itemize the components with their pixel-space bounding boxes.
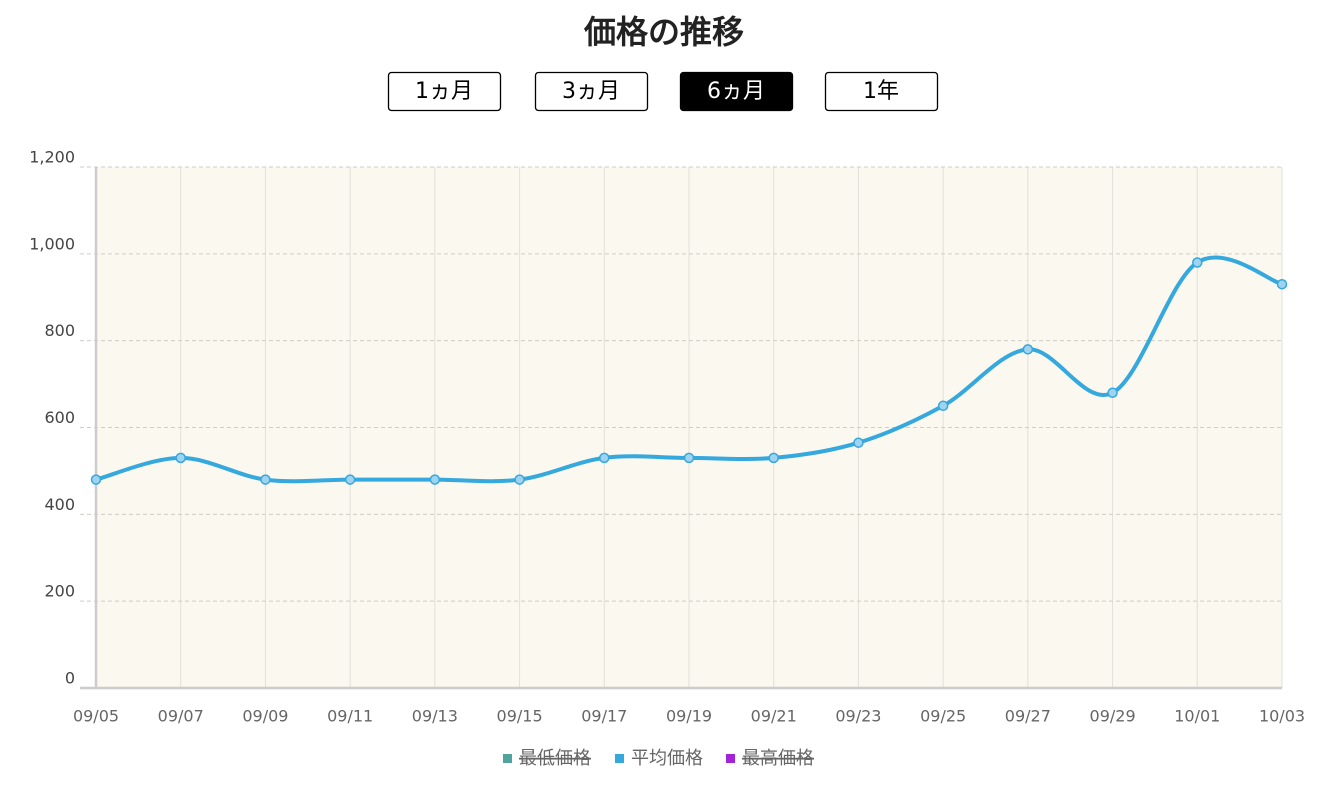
x-tick-label: 09/05 (73, 707, 119, 726)
x-tick-label: 09/09 (242, 707, 288, 726)
legend-label[interactable]: 最高価格 (742, 748, 814, 769)
data-point (768, 452, 779, 464)
range-button-label[interactable]: 1年 (863, 79, 899, 104)
x-tick-label: 09/15 (497, 707, 543, 726)
x-tick-label: 09/25 (920, 707, 966, 726)
y-tick-label: 800 (44, 321, 75, 340)
data-point (90, 474, 102, 485)
x-tick-label: 10/03 (1259, 707, 1305, 726)
x-tick-label: 09/13 (412, 707, 458, 726)
data-point (599, 452, 610, 464)
range-button[interactable] (679, 71, 794, 112)
legend-label[interactable]: 平均価格 (631, 748, 703, 769)
range-button-label[interactable]: 1ヵ月 (415, 79, 473, 104)
x-tick-label: 09/19 (666, 707, 712, 726)
data-point (937, 400, 949, 412)
x-tick-label: 09/23 (835, 707, 881, 726)
range-button[interactable] (534, 71, 649, 112)
data-point (1022, 344, 1034, 355)
x-tick-label: 10/01 (1174, 707, 1220, 726)
data-point (1276, 278, 1288, 290)
data-point (429, 474, 441, 485)
x-tick-label: 09/29 (1090, 707, 1136, 726)
y-tick-label: 600 (44, 408, 75, 427)
range-button[interactable] (824, 71, 939, 112)
data-point (853, 437, 864, 448)
legend-swatch[interactable] (503, 754, 512, 763)
x-tick-label: 09/11 (327, 707, 373, 726)
data-point (175, 452, 186, 464)
legend-swatch[interactable] (726, 754, 735, 763)
y-tick-label: 1,200 (29, 148, 75, 167)
data-point (514, 474, 525, 485)
y-tick-label: 1,000 (29, 234, 75, 253)
y-tick-label: 400 (44, 495, 75, 514)
x-tick-label: 09/21 (751, 707, 797, 726)
y-tick-label: 0 (65, 669, 75, 688)
data-point (344, 474, 356, 485)
range-button-label[interactable]: 3ヵ月 (562, 79, 620, 104)
x-tick-label: 09/07 (158, 707, 204, 726)
range-button[interactable] (387, 71, 502, 112)
legend-label[interactable]: 最低価格 (519, 748, 591, 769)
range-button-label[interactable]: 6ヵ月 (707, 79, 765, 104)
data-point (1192, 257, 1203, 268)
chart-title: 価格の推移 (583, 13, 744, 51)
legend-swatch[interactable] (615, 754, 624, 763)
data-point (683, 452, 695, 464)
x-tick-label: 09/27 (1005, 707, 1051, 726)
data-point (1107, 387, 1118, 399)
x-tick-label: 09/17 (581, 707, 627, 726)
y-tick-label: 200 (44, 582, 75, 601)
data-point (260, 474, 271, 485)
